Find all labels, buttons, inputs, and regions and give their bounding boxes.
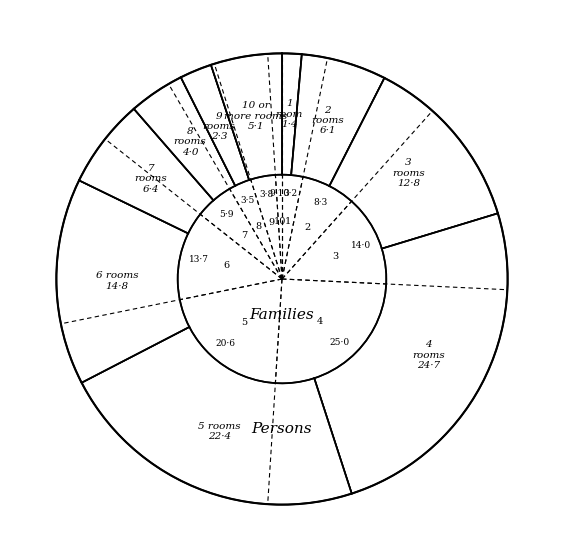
Text: 2: 2 (305, 223, 311, 232)
Text: 9: 9 (268, 218, 275, 227)
Text: 4: 4 (317, 318, 323, 326)
Wedge shape (56, 180, 190, 383)
Text: 10 or
more rooms
5·1: 10 or more rooms 5·1 (224, 101, 287, 131)
Wedge shape (291, 54, 385, 186)
Text: 5 rooms
22·4: 5 rooms 22·4 (198, 422, 241, 441)
Wedge shape (211, 54, 282, 180)
Text: 1
room
1·4: 1 room 1·4 (276, 99, 303, 129)
Text: 8: 8 (255, 222, 262, 231)
Text: 4
rooms
24·7: 4 rooms 24·7 (412, 340, 444, 370)
Text: 6 rooms
14·8: 6 rooms 14·8 (96, 271, 138, 291)
Wedge shape (134, 78, 235, 200)
Text: 3·8: 3·8 (259, 190, 274, 199)
Text: 3: 3 (332, 252, 338, 261)
Text: 2
rooms
6·1: 2 rooms 6·1 (311, 105, 344, 136)
Text: 9
rooms
2·3: 9 rooms 2·3 (202, 112, 235, 142)
Wedge shape (282, 54, 302, 175)
Text: 10: 10 (274, 217, 287, 226)
Text: 13·7: 13·7 (189, 254, 209, 263)
Text: 25·0: 25·0 (329, 338, 349, 347)
Wedge shape (329, 78, 498, 249)
Text: 6: 6 (223, 261, 229, 270)
Text: 8·3: 8·3 (314, 198, 328, 207)
Text: 7: 7 (241, 231, 248, 240)
Text: 9·10: 9·10 (269, 189, 289, 198)
Text: Persons: Persons (252, 422, 312, 436)
Wedge shape (82, 327, 352, 504)
Text: 20·6: 20·6 (216, 339, 236, 348)
Text: 5·9: 5·9 (219, 210, 233, 219)
Wedge shape (314, 213, 508, 494)
Text: 1: 1 (285, 218, 291, 227)
Text: 3·2: 3·2 (284, 189, 298, 199)
Text: 14·0: 14·0 (351, 242, 371, 251)
Text: Families: Families (250, 309, 314, 323)
Wedge shape (181, 65, 249, 186)
Wedge shape (79, 109, 214, 233)
Text: 7
rooms
6·4: 7 rooms 6·4 (135, 164, 168, 194)
Text: 8
rooms
4·0: 8 rooms 4·0 (174, 127, 206, 157)
Text: 3·5: 3·5 (240, 196, 254, 205)
Text: 5: 5 (241, 318, 248, 327)
Text: 3
rooms
12·8: 3 rooms 12·8 (392, 158, 425, 188)
